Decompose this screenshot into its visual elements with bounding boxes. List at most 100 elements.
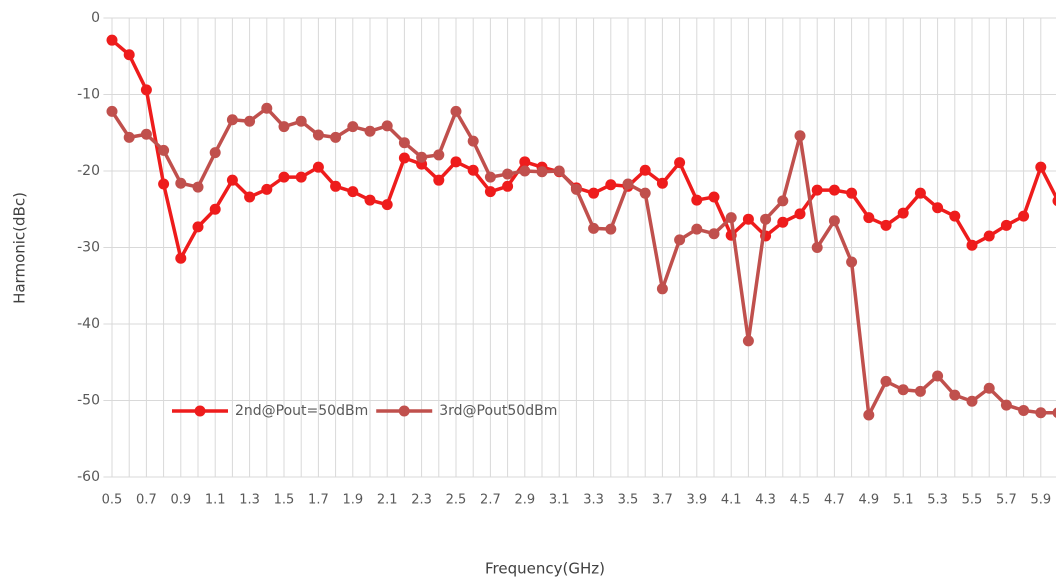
data-point [450, 156, 462, 168]
data-point [1052, 195, 1056, 206]
data-point [588, 187, 600, 199]
data-point [140, 84, 152, 96]
x-tick-label: 3.7 [652, 493, 673, 508]
data-point [261, 183, 273, 195]
data-point [484, 171, 496, 183]
data-point [450, 105, 462, 117]
data-point [484, 186, 496, 198]
data-point [175, 252, 187, 264]
data-point [846, 256, 858, 268]
data-point [192, 221, 204, 233]
data-point [398, 137, 410, 149]
legend-label: 3rd@Pout50dBm [439, 403, 557, 419]
data-point [691, 194, 703, 206]
data-point [1000, 399, 1012, 411]
data-point [639, 187, 651, 199]
data-point [828, 215, 840, 227]
x-tick-label: 4.5 [790, 493, 811, 508]
legend-label: 2nd@Pout=50dBm [235, 403, 368, 419]
data-point [949, 210, 961, 222]
x-tick-label: 1.9 [342, 493, 363, 508]
y-axis-title: Harmonic(dBc) [11, 192, 29, 304]
data-point [278, 121, 290, 133]
data-point [570, 183, 582, 195]
data-point [364, 125, 376, 137]
data-point [605, 223, 617, 235]
data-point [1035, 161, 1047, 173]
x-tick-label: 0.5 [102, 493, 123, 508]
data-point [158, 178, 170, 190]
data-point [261, 102, 273, 114]
x-tick-label: 3.3 [583, 493, 604, 508]
data-point [794, 130, 806, 142]
data-point [295, 115, 307, 127]
data-point [123, 49, 135, 61]
data-point [330, 180, 342, 192]
data-point [295, 171, 307, 183]
data-point [674, 234, 686, 246]
data-point [519, 165, 531, 177]
data-point [846, 187, 858, 199]
x-tick-label: 4.1 [721, 493, 742, 508]
data-point [983, 230, 995, 242]
data-point [588, 222, 600, 234]
data-point [467, 135, 479, 147]
data-point [949, 389, 961, 401]
data-point [502, 168, 514, 180]
data-point [502, 180, 514, 192]
data-point [244, 191, 256, 203]
data-point [605, 179, 617, 191]
data-point [639, 164, 651, 176]
data-point [536, 166, 548, 178]
y-tick-label: -20 [77, 163, 100, 179]
x-tick-label: 2.9 [514, 493, 535, 508]
y-tick-label: -40 [77, 316, 100, 332]
data-point [158, 144, 170, 156]
data-point [708, 228, 720, 240]
x-tick-label: 3.9 [686, 493, 707, 508]
data-point [794, 208, 806, 220]
x-axis-title: Frequency(GHz) [485, 560, 605, 578]
data-point [674, 157, 686, 169]
y-tick-label: 0 [91, 10, 100, 26]
data-point [983, 382, 995, 394]
data-point [966, 239, 978, 251]
data-point [553, 165, 565, 177]
x-tick-label: 3.1 [549, 493, 570, 508]
grid [103, 17, 1056, 478]
data-point [347, 121, 359, 133]
data-point [708, 191, 720, 203]
data-point [1052, 407, 1056, 418]
x-tick-label: 0.9 [170, 493, 191, 508]
data-point [932, 370, 944, 382]
data-point [347, 186, 359, 198]
x-tick-label: 3.5 [618, 493, 639, 508]
data-point [656, 283, 668, 295]
y-tick-label: -60 [77, 469, 100, 485]
data-point [742, 213, 754, 225]
x-tick-label: 2.1 [377, 493, 398, 508]
data-point [433, 149, 445, 161]
data-point [760, 213, 772, 225]
data-point [467, 164, 479, 176]
series-line [110, 106, 1056, 417]
data-point [244, 115, 256, 127]
data-point [209, 203, 221, 215]
x-tick-label: 2.7 [480, 493, 501, 508]
series-line [110, 38, 1056, 260]
data-point [811, 242, 823, 253]
data-point [123, 131, 135, 143]
data-point [880, 219, 892, 231]
data-point [381, 120, 393, 132]
x-tick-label: 5.7 [996, 493, 1017, 508]
y-tick-label: -30 [77, 240, 100, 256]
data-point [656, 177, 668, 189]
data-point [897, 207, 909, 219]
data-point [433, 174, 445, 186]
data-point [1000, 219, 1012, 231]
x-tick-label: 1.5 [274, 493, 295, 508]
x-tick-label: 2.3 [411, 493, 432, 508]
x-tick-label: 0.7 [136, 493, 157, 508]
x-tick-label: 5.9 [1030, 493, 1051, 508]
data-point [175, 177, 187, 189]
